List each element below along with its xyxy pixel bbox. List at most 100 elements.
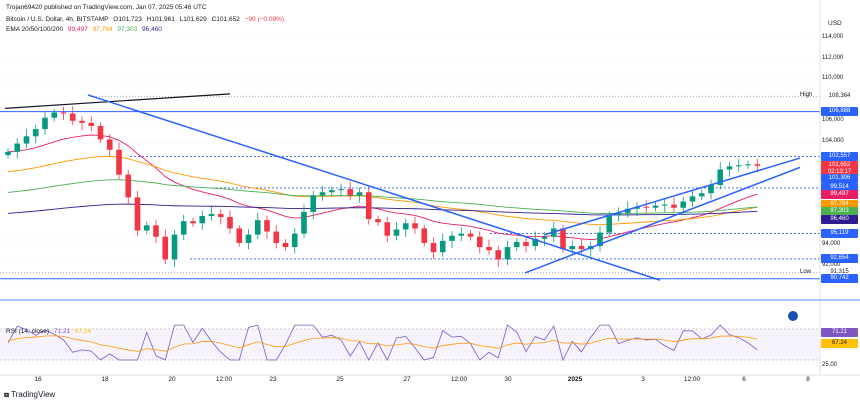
candle <box>60 112 67 114</box>
rsi-ma-line <box>7 335 758 352</box>
candle <box>199 216 206 224</box>
candle <box>51 112 58 118</box>
candle <box>32 129 39 137</box>
candle <box>384 222 391 236</box>
rsi-legend-value: 71.21 <box>53 328 71 335</box>
candle <box>208 213 215 217</box>
candle <box>79 120 85 123</box>
candle <box>245 234 252 243</box>
price-tick: 106,000 <box>822 116 844 123</box>
candle <box>735 165 742 167</box>
rsi-legend[interactable]: RSI (14, close) 71.21 67.24 <box>6 328 94 335</box>
candle <box>513 241 520 248</box>
trendlines[interactable] <box>4 93 801 281</box>
time-tick: 3 <box>641 376 645 383</box>
candle <box>162 236 169 260</box>
grid <box>0 37 820 284</box>
ohlc-open: O101,723 <box>113 16 142 23</box>
candle <box>615 212 622 215</box>
candle <box>495 250 502 260</box>
rsi-ma-label: 67.24 <box>821 339 858 348</box>
candle <box>116 149 122 175</box>
price-label: 92,654 <box>821 254 858 264</box>
candle <box>689 196 696 202</box>
price-tick: 94,000 <box>822 241 841 247</box>
price-label: 96,460 <box>821 215 858 225</box>
candle <box>180 221 187 235</box>
ohlc-low: L101,629 <box>179 16 207 23</box>
candle <box>264 220 270 232</box>
ema20-value: 99,497 <box>67 26 88 33</box>
price-label: 99,514 <box>821 183 858 193</box>
candle <box>356 192 363 196</box>
ema-lines <box>7 134 758 241</box>
price-tick: 104,000 <box>822 137 844 144</box>
candle <box>486 247 492 251</box>
ema50-value: 97,784 <box>92 26 113 33</box>
symbol-line[interactable]: Bitcoin / U.S. Dollar, 4h, BITSTAMP O101… <box>6 16 287 23</box>
currency-label[interactable]: USD <box>828 20 842 27</box>
candle <box>569 246 576 250</box>
candle <box>504 247 511 260</box>
candle <box>698 193 705 197</box>
candle <box>153 225 159 237</box>
rsi-legend-ma: 67.24 <box>74 328 92 335</box>
candle <box>319 192 326 196</box>
price-label: 97,784 <box>821 200 858 210</box>
symbol-name[interactable]: Bitcoin / U.S. Dollar, 4h, BITSTAMP <box>6 16 109 23</box>
candle <box>606 214 613 233</box>
candle <box>560 228 566 250</box>
price-label: 106,888 <box>821 107 858 117</box>
ema100-value: 97,303 <box>117 26 138 33</box>
candle <box>680 201 687 208</box>
candle <box>217 213 224 218</box>
candle <box>717 169 724 185</box>
time-tick: 25 <box>336 376 344 383</box>
candle <box>106 139 113 150</box>
time-tick: 12:00 <box>215 376 233 383</box>
price-label: 95,119 <box>821 228 858 238</box>
price-tag: Low <box>800 268 812 275</box>
candle <box>726 166 733 170</box>
candles <box>5 106 761 267</box>
candle <box>69 113 76 121</box>
candle <box>708 184 714 194</box>
candle <box>310 195 317 212</box>
candle <box>532 238 539 247</box>
candle <box>745 164 751 166</box>
candle <box>449 235 455 241</box>
candle <box>273 231 280 243</box>
tradingview-logo[interactable]: ⧈ TradingView <box>4 390 55 400</box>
candle <box>23 136 30 144</box>
price-tick: 92,000 <box>822 261 841 268</box>
candle <box>291 233 298 248</box>
time-tick: 2025 <box>567 376 583 383</box>
candle <box>190 221 196 224</box>
rsi-tick: 25.00 <box>822 362 838 368</box>
ema100-line <box>7 179 758 214</box>
candle <box>42 117 48 130</box>
ema200-line <box>7 203 758 216</box>
time-tick: 6 <box>742 376 746 383</box>
publisher-line: Trojan69420 published on TradingView.com… <box>6 4 207 11</box>
candle <box>254 220 261 235</box>
channel-upper-line <box>544 157 801 236</box>
price-tag: High <box>800 92 813 99</box>
price-label: 101,652 <box>821 161 858 171</box>
time-tick: 12:00 <box>683 376 701 383</box>
candle <box>671 204 677 208</box>
candle <box>412 223 418 229</box>
candle <box>523 241 529 247</box>
flag-icon[interactable] <box>788 311 798 321</box>
price-label: 108,364 <box>821 91 858 101</box>
candle <box>347 189 354 196</box>
candle <box>578 246 585 250</box>
ema-legend[interactable]: EMA 20/50/100/200 99,497 97,784 97,303 9… <box>6 26 165 33</box>
ema200-value: 96,460 <box>142 26 162 33</box>
candle <box>458 233 465 236</box>
candle <box>476 236 483 248</box>
horizontal-levels <box>0 95 820 280</box>
price-label: 02:13:17 <box>821 168 858 178</box>
candle <box>171 234 178 260</box>
